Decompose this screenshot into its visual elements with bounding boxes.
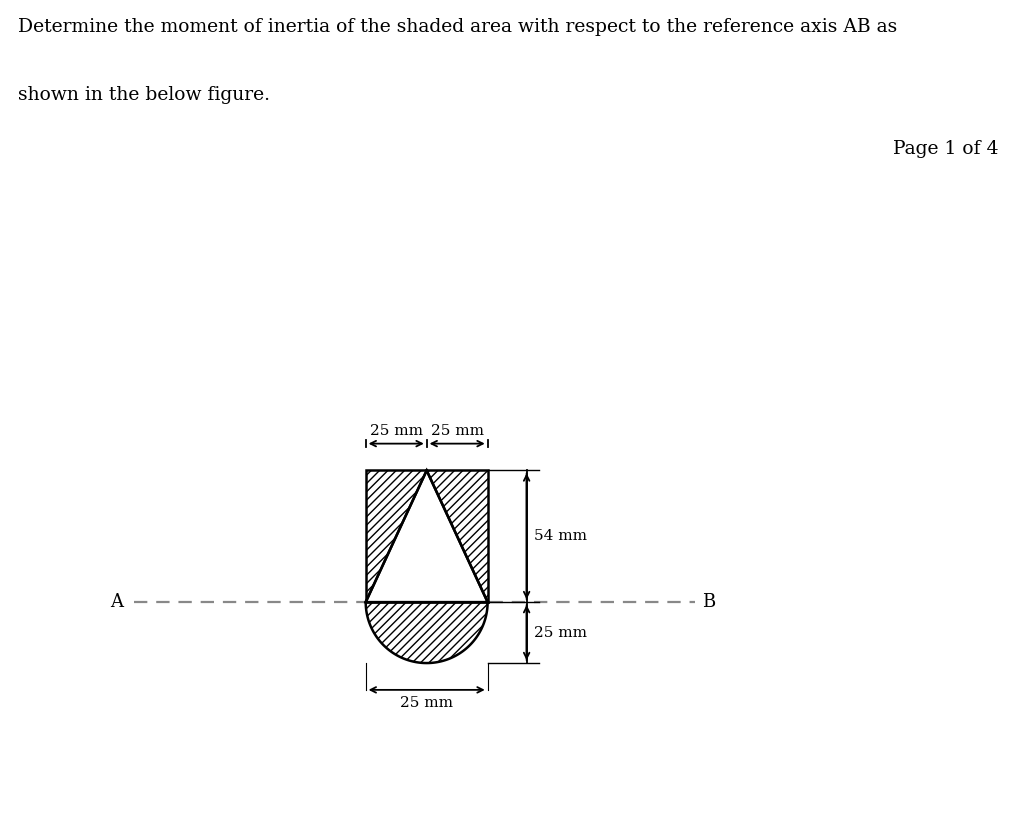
Text: shown in the below figure.: shown in the below figure. (18, 86, 270, 104)
Text: 25 mm: 25 mm (400, 696, 454, 710)
Text: B: B (702, 593, 716, 611)
Polygon shape (366, 471, 487, 602)
Polygon shape (366, 602, 487, 663)
Text: Determine the moment of inertia of the shaded area with respect to the reference: Determine the moment of inertia of the s… (18, 18, 898, 36)
Bar (366, 471, 487, 602)
Text: 54 mm: 54 mm (534, 529, 587, 544)
Text: A: A (111, 593, 124, 611)
Text: Page 1 of 4: Page 1 of 4 (893, 140, 998, 159)
Text: 25 mm: 25 mm (534, 626, 587, 639)
Text: 25 mm: 25 mm (431, 424, 483, 437)
Text: 25 mm: 25 mm (370, 424, 423, 437)
